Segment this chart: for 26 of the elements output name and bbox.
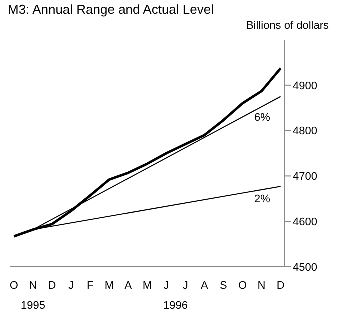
- y-tick-label: 4800: [293, 126, 318, 138]
- y-tick-label: 4500: [293, 262, 318, 274]
- y-tick-label: 4900: [293, 80, 318, 92]
- x-tick-label: J: [68, 280, 74, 292]
- series-label: 6%: [254, 112, 271, 124]
- y-axis-title: Billions of dollars: [245, 20, 330, 32]
- x-tick-label: A: [124, 280, 133, 292]
- chart-title: M3: Annual Range and Actual Level: [8, 2, 215, 17]
- text: 1996: [163, 300, 188, 312]
- x-tick-label: N: [29, 280, 38, 292]
- x-tick-label: J: [182, 280, 188, 292]
- x-tick-label: D: [276, 280, 285, 292]
- y-tick-label: 4600: [293, 216, 318, 229]
- x-tick-label: O: [238, 280, 248, 292]
- x-tick-label: O: [10, 280, 19, 292]
- series-label: 2%: [254, 194, 271, 206]
- x-tick-label: M: [104, 280, 114, 292]
- x-tick-label: A: [200, 280, 209, 292]
- text: 1995: [20, 300, 46, 312]
- x-tick-label: D: [48, 280, 56, 292]
- y-tick-label: 4700: [293, 171, 318, 184]
- x-tick-label: S: [220, 280, 228, 292]
- x-tick-label: F: [86, 280, 94, 292]
- x-tick-label: N: [258, 280, 266, 292]
- x-tick-label: M: [142, 280, 152, 292]
- x-tick-label: J: [164, 280, 170, 292]
